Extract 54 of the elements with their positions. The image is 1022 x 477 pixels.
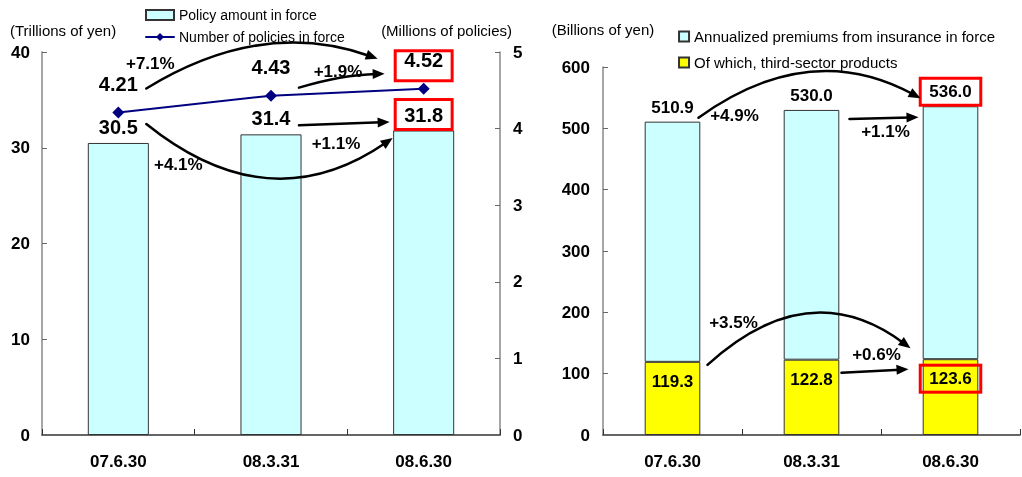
y-tick-label: 300 bbox=[561, 241, 590, 261]
y-tick-label: 0 bbox=[20, 425, 30, 445]
y-tick-label: 200 bbox=[561, 302, 590, 322]
data-label: 4.52 bbox=[404, 48, 444, 71]
x-tick-label: 08.3.31 bbox=[242, 452, 300, 471]
y-tick-label: 600 bbox=[561, 57, 590, 77]
annotation: +0.6% bbox=[852, 345, 901, 365]
y-tick-label: 30 bbox=[11, 138, 30, 158]
y-tick-label: 500 bbox=[561, 118, 590, 138]
annotation: +1.1% bbox=[311, 133, 361, 153]
total-label: 530.0 bbox=[790, 85, 833, 105]
legend-label: Policy amount in force bbox=[179, 7, 317, 23]
data-label: 123.6 bbox=[929, 369, 972, 389]
point bbox=[417, 82, 430, 95]
x-tick-label: 07.6.30 bbox=[89, 452, 147, 471]
annotation: +4.1% bbox=[153, 155, 203, 175]
total-label: 510.9 bbox=[651, 97, 694, 117]
annotation: +4.9% bbox=[710, 106, 759, 126]
legend-label: Number of policies in force bbox=[179, 29, 345, 45]
data-label: 4.21 bbox=[98, 72, 138, 95]
point bbox=[265, 89, 277, 102]
y-tick-label: 20 bbox=[11, 234, 30, 253]
legend-label: Of which, third-sector products bbox=[694, 54, 898, 71]
annotation: +7.1% bbox=[125, 54, 175, 74]
total-label: 536.0 bbox=[929, 82, 972, 102]
y2-tick-label: 3 bbox=[513, 195, 523, 215]
y-tick-label: 40 bbox=[11, 42, 30, 62]
data-label: 31.8 bbox=[404, 103, 444, 126]
data-label: 31.4 bbox=[251, 107, 292, 130]
x-tick-label: 07.6.30 bbox=[644, 452, 701, 471]
annotation: +1.1% bbox=[861, 122, 910, 142]
data-label: 119.3 bbox=[651, 371, 694, 391]
data-label: 30.5 bbox=[98, 115, 138, 138]
point bbox=[112, 106, 125, 119]
y2-tick-label: 1 bbox=[513, 348, 523, 368]
annotation: +1.9% bbox=[313, 62, 363, 82]
y-tick-label: 0 bbox=[580, 425, 590, 445]
y-tick-label: 10 bbox=[11, 329, 30, 349]
y-tick-label: 400 bbox=[561, 180, 590, 200]
y2-tick-label: 2 bbox=[513, 272, 523, 292]
y2-tick-label: 5 bbox=[513, 42, 523, 62]
y2-tick-label: 0 bbox=[513, 425, 523, 445]
data-label: 4.43 bbox=[251, 55, 291, 78]
legend-label: Annualized premiums from insurance in force bbox=[694, 28, 995, 45]
x-tick-label: 08.3.31 bbox=[783, 452, 840, 471]
y-axis-title: (Trillions of yen) bbox=[10, 22, 117, 39]
data-label: 122.8 bbox=[790, 369, 833, 389]
y2-tick-label: 4 bbox=[513, 119, 523, 139]
annotation: +3.5% bbox=[709, 313, 758, 333]
y-axis-title: (Billions of yen) bbox=[551, 21, 655, 38]
y-tick-label: 100 bbox=[561, 364, 590, 384]
x-tick-label: 08.6.30 bbox=[395, 452, 453, 471]
y2-axis-title: (Millions of policies) bbox=[381, 22, 512, 39]
x-tick-label: 08.6.30 bbox=[922, 452, 979, 471]
